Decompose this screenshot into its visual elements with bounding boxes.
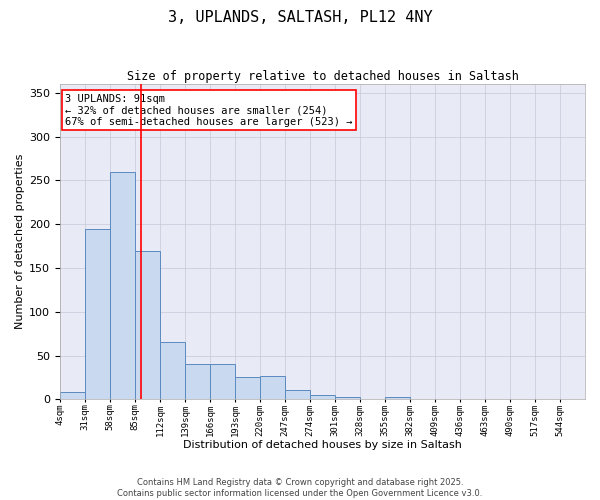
Title: Size of property relative to detached houses in Saltash: Size of property relative to detached ho… bbox=[127, 70, 518, 83]
Bar bbox=[160, 342, 185, 400]
Bar bbox=[85, 228, 110, 400]
Bar bbox=[110, 172, 135, 400]
Bar bbox=[285, 390, 310, 400]
Y-axis label: Number of detached properties: Number of detached properties bbox=[15, 154, 25, 330]
X-axis label: Distribution of detached houses by size in Saltash: Distribution of detached houses by size … bbox=[183, 440, 462, 450]
Bar bbox=[560, 398, 585, 400]
Bar bbox=[135, 250, 160, 400]
Bar bbox=[310, 395, 335, 400]
Text: 3, UPLANDS, SALTASH, PL12 4NY: 3, UPLANDS, SALTASH, PL12 4NY bbox=[167, 10, 433, 25]
Bar bbox=[60, 392, 85, 400]
Bar bbox=[335, 397, 360, 400]
Bar bbox=[460, 398, 485, 400]
Bar bbox=[210, 364, 235, 400]
Text: 3 UPLANDS: 91sqm
← 32% of detached houses are smaller (254)
67% of semi-detached: 3 UPLANDS: 91sqm ← 32% of detached house… bbox=[65, 94, 353, 127]
Bar bbox=[235, 376, 260, 400]
Bar bbox=[385, 397, 410, 400]
Bar bbox=[185, 364, 210, 400]
Bar bbox=[260, 376, 285, 400]
Text: Contains HM Land Registry data © Crown copyright and database right 2025.
Contai: Contains HM Land Registry data © Crown c… bbox=[118, 478, 482, 498]
